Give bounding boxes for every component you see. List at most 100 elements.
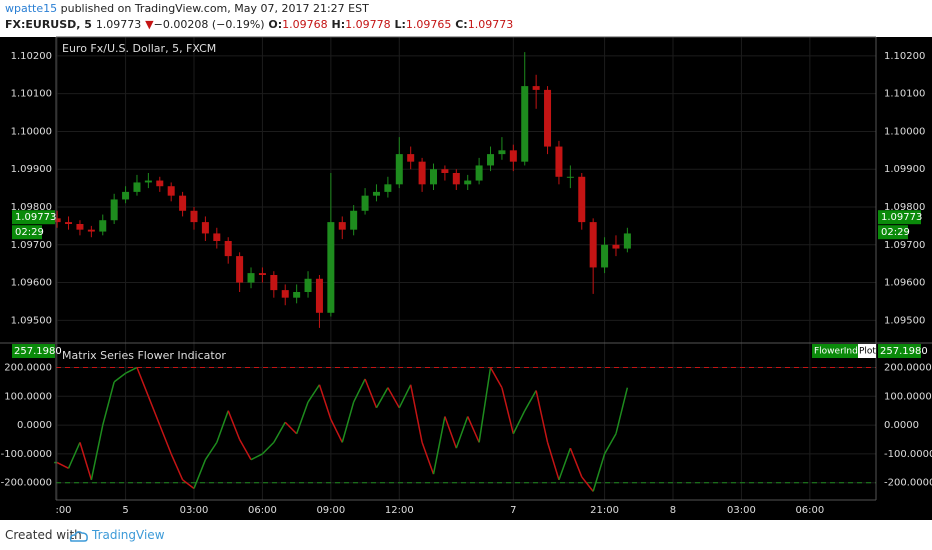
h: 1.09778 [345, 18, 391, 31]
candle-body [544, 89, 552, 147]
header-line-1: wpatte15 published on TradingView.com, M… [5, 2, 369, 15]
indicator-segment [524, 390, 537, 412]
y-tick-label: 1.09900 [884, 164, 925, 175]
y-tick-label: 1.09600 [11, 278, 52, 289]
candle-body [384, 184, 392, 192]
indicator-segment [113, 372, 127, 383]
indicator-segment [352, 378, 366, 403]
candle-body [281, 290, 289, 298]
indicator-segment [592, 453, 606, 492]
y-tick-label: 200.0000 [884, 362, 932, 373]
candle-body [566, 176, 574, 178]
y-tick-label: 1.09700 [11, 240, 52, 251]
y-tick-label: 1.09800 [11, 202, 52, 213]
candle-body [76, 224, 84, 230]
indicator-segment [307, 384, 321, 403]
candle-body [122, 191, 130, 200]
chart-title: Euro Fx/U.S. Dollar, 5, FXCM [62, 42, 216, 55]
y-tick-label: 0.0000 [884, 420, 919, 431]
indicator-segment [193, 459, 207, 489]
indicator-segment [432, 416, 446, 475]
indicator-segment [147, 396, 161, 426]
candle-body [110, 199, 118, 221]
candle-body [612, 244, 620, 249]
candle-body [258, 273, 266, 275]
price-badge-label: 1.09773 [15, 212, 56, 223]
y-tick-label: 200.0000 [4, 362, 52, 373]
y-tick-label: 1.09900 [11, 164, 52, 175]
candle-body [65, 222, 73, 224]
price: 1.09773 [95, 18, 142, 31]
chart-background [0, 37, 932, 520]
indicator-segment [421, 442, 435, 475]
y-tick-label: -100.0000 [1, 449, 52, 460]
x-tick-label: 06:00 [795, 505, 824, 516]
y-tick-label: -200.0000 [884, 478, 932, 489]
candle-body [498, 150, 506, 155]
x-tick-label: 12:00 [385, 505, 414, 516]
candle-body [532, 86, 540, 90]
candle-body [53, 218, 61, 223]
countdown-badge [878, 225, 908, 240]
x-tick-label: 03:00 [727, 505, 756, 516]
indicator-segment [330, 419, 343, 443]
legend-badge [812, 344, 858, 359]
header-line-2: FX:EURUSD, 5 1.09773 ▼−0.00208 (−0.19%) … [5, 18, 513, 31]
x-tick-label: 06:00 [248, 505, 277, 516]
indicator-segment [250, 453, 263, 461]
candle-body [509, 150, 517, 162]
y-tick-label: 1.09600 [884, 278, 925, 289]
candle-body [555, 146, 563, 177]
indicator-segment [318, 384, 332, 420]
legend-name: FlowerIndic [814, 347, 865, 357]
candle-body [99, 220, 107, 232]
chart: Euro Fx/U.S. Dollar, 5, FXCM Matrix Seri… [0, 36, 932, 520]
logo[interactable] [69, 529, 89, 543]
indicator-segment [444, 416, 458, 449]
value-badge [12, 344, 55, 359]
indicator-title: Matrix Series Flower Indicator [62, 349, 226, 362]
x-tick-label: 21:00 [43, 505, 72, 516]
y-tick-label: 1.10100 [884, 89, 925, 100]
indicator-segment [227, 410, 241, 440]
candle-body [247, 273, 255, 283]
footer-brand[interactable]: TradingView [92, 528, 165, 542]
o: 1.09768 [282, 18, 328, 31]
candle-body [213, 233, 221, 241]
author[interactable]: wpatte15 [5, 2, 58, 15]
indicator-segment [67, 442, 81, 469]
y-tick-label: 100.0000 [884, 391, 932, 402]
candle-body [487, 154, 495, 166]
indicator-segment [387, 387, 400, 409]
indicator-segment [558, 447, 572, 481]
y-tick-label: 1.10200 [11, 51, 52, 62]
indicator-segment [216, 410, 229, 443]
y-tick-label: 1.10000 [11, 126, 52, 137]
candle-body [144, 180, 152, 183]
countdown-badge [12, 225, 42, 240]
indicator-segment [261, 441, 275, 455]
candle-body [578, 176, 586, 223]
indicator-segment [273, 421, 286, 443]
indicator-segment [581, 476, 594, 492]
candle-body [407, 154, 415, 162]
candle-body [361, 195, 369, 211]
candle-body [133, 182, 141, 192]
o-label: O: [268, 18, 283, 31]
value-badge-label: 257.1980 [14, 346, 62, 357]
candle-body [372, 191, 380, 196]
y-tick-label: 1.10200 [884, 51, 925, 62]
candle-body [475, 165, 483, 181]
indicator-segment [398, 384, 412, 409]
indicator-segment [238, 439, 252, 461]
candle-body [521, 86, 529, 162]
published: published on TradingView.com, May 07, 20… [60, 2, 369, 15]
indicator-segment [569, 447, 583, 478]
indicator-segment [284, 421, 298, 435]
y-tick-label: -200.0000 [1, 478, 52, 489]
candle-body [236, 256, 244, 283]
indicator-segment [159, 424, 172, 455]
x-tick-label: 5 [122, 505, 128, 516]
arrow: ▼ [145, 18, 154, 31]
y-tick-label: 1.10000 [884, 126, 925, 137]
